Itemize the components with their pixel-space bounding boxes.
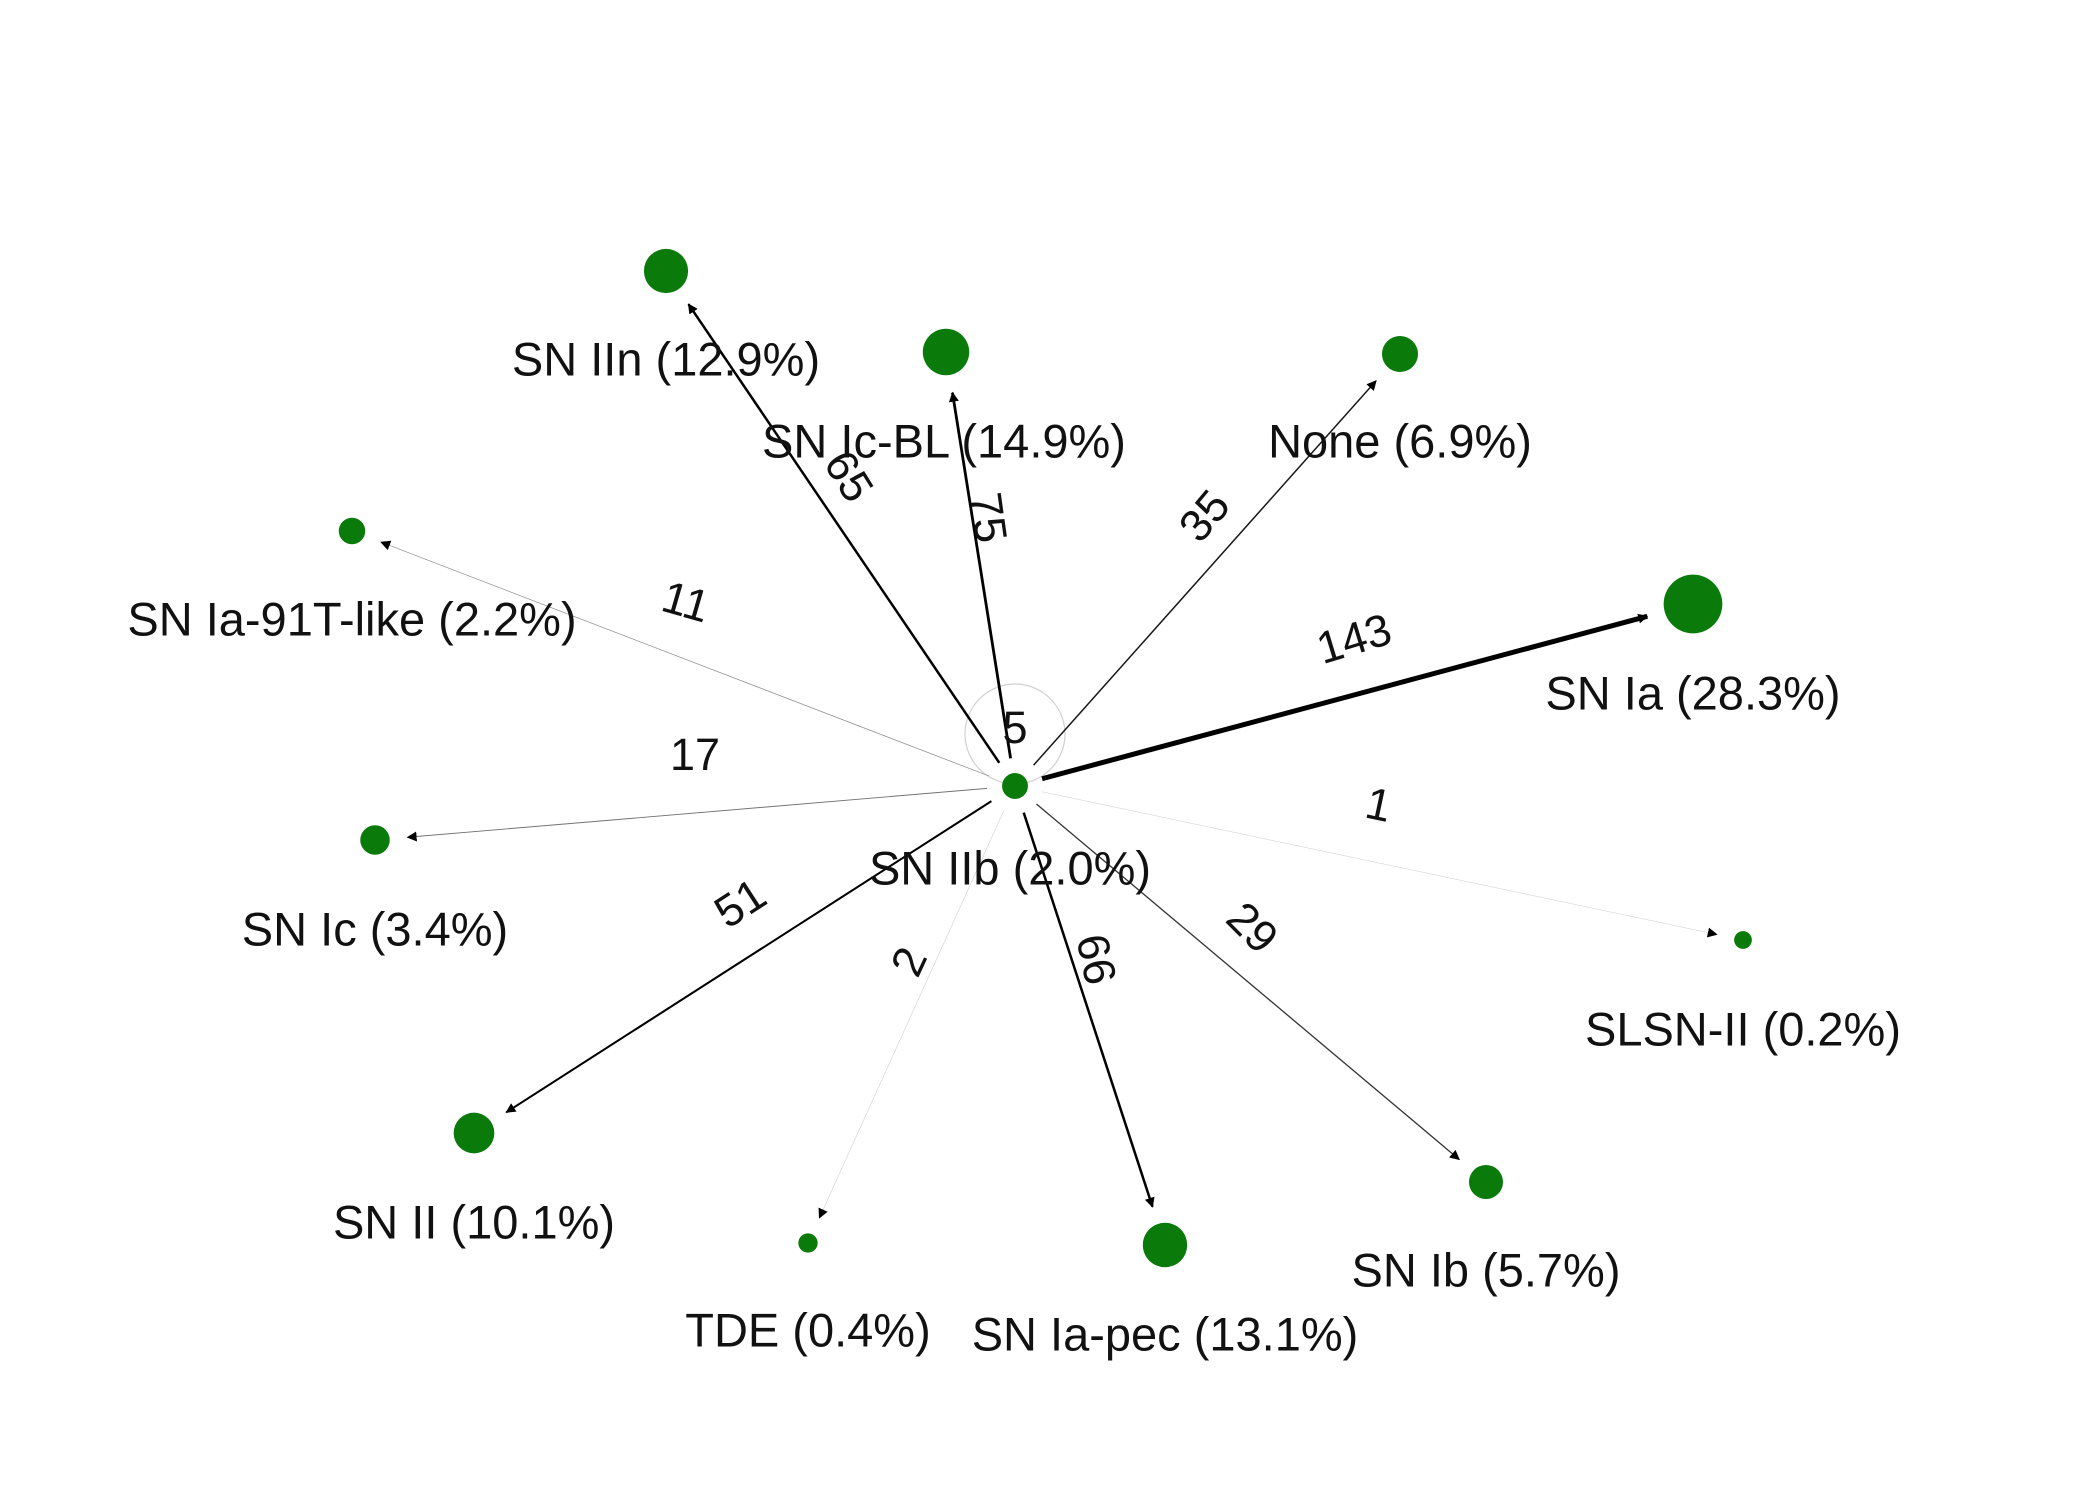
- node-label-iin: SN IIn (12.9%): [512, 332, 820, 385]
- edge-ia91t: [380, 540, 990, 777]
- node-none: [1381, 335, 1419, 373]
- edge-iapec: [1022, 812, 1155, 1208]
- edge-ic: [406, 787, 988, 842]
- node-ib: [1468, 1164, 1504, 1200]
- nodes-layer: [338, 248, 1752, 1268]
- edge-ii: [505, 800, 992, 1114]
- edge-label-ic: 17: [670, 729, 720, 780]
- edge-label-ia91t: 11: [657, 571, 716, 633]
- edge-icbl: [948, 391, 1012, 759]
- node-iib: [1002, 773, 1028, 799]
- node-ia: [1663, 574, 1723, 634]
- node-label-ic: SN Ic (3.4%): [242, 902, 508, 955]
- edge-label-iapec: 66: [1066, 929, 1126, 989]
- node-labels-layer: SN IIb (2.0%) SN Ia (28.3%) SN Ic-BL (14.9…: [127, 332, 1901, 1360]
- node-ii: [453, 1112, 495, 1154]
- edge-label-ia: 143: [1311, 603, 1398, 674]
- node-label-ia: SN Ia (28.3%): [1545, 666, 1840, 719]
- node-icbl: [922, 328, 970, 376]
- edge-ib: [1036, 803, 1460, 1161]
- edge-label-ib: 29: [1217, 892, 1288, 963]
- edge-label-icbl: 75: [960, 489, 1017, 546]
- node-label-iapec: SN Ia-pec (13.1%): [972, 1307, 1359, 1360]
- node-label-ia91t: SN Ia-91T-like (2.2%): [127, 592, 576, 645]
- node-label-ii: SN II (10.1%): [333, 1195, 615, 1248]
- node-iapec: [1142, 1222, 1188, 1268]
- edge-slsn: [1042, 791, 1718, 938]
- node-slsn: [1734, 931, 1752, 949]
- edge-label-tde: 2: [880, 939, 937, 983]
- edge-none: [1033, 380, 1377, 766]
- edge-ia: [1041, 613, 1649, 782]
- edge-label-iib: 5: [1002, 702, 1027, 753]
- node-iin: [643, 248, 689, 294]
- edge-label-slsn: 1: [1361, 777, 1396, 832]
- edge-iin: [687, 303, 1001, 764]
- node-tde: [798, 1233, 818, 1253]
- edges-layer: [380, 303, 1718, 1219]
- edge-label-none: 35: [1169, 480, 1240, 551]
- node-label-iib: SN IIb (2.0%): [869, 841, 1151, 894]
- node-label-slsn: SLSN-II (0.2%): [1585, 1002, 1901, 1055]
- node-label-ib: SN Ib (5.7%): [1351, 1243, 1620, 1296]
- node-ic: [360, 825, 390, 855]
- node-label-tde: TDE (0.4%): [685, 1303, 931, 1356]
- node-label-none: None (6.9%): [1268, 414, 1532, 467]
- edge-label-ii: 51: [705, 868, 775, 938]
- edge-tde: [818, 811, 1004, 1219]
- node-label-icbl: SN Ic-BL (14.9%): [762, 414, 1126, 467]
- node-ia91t: [338, 517, 366, 545]
